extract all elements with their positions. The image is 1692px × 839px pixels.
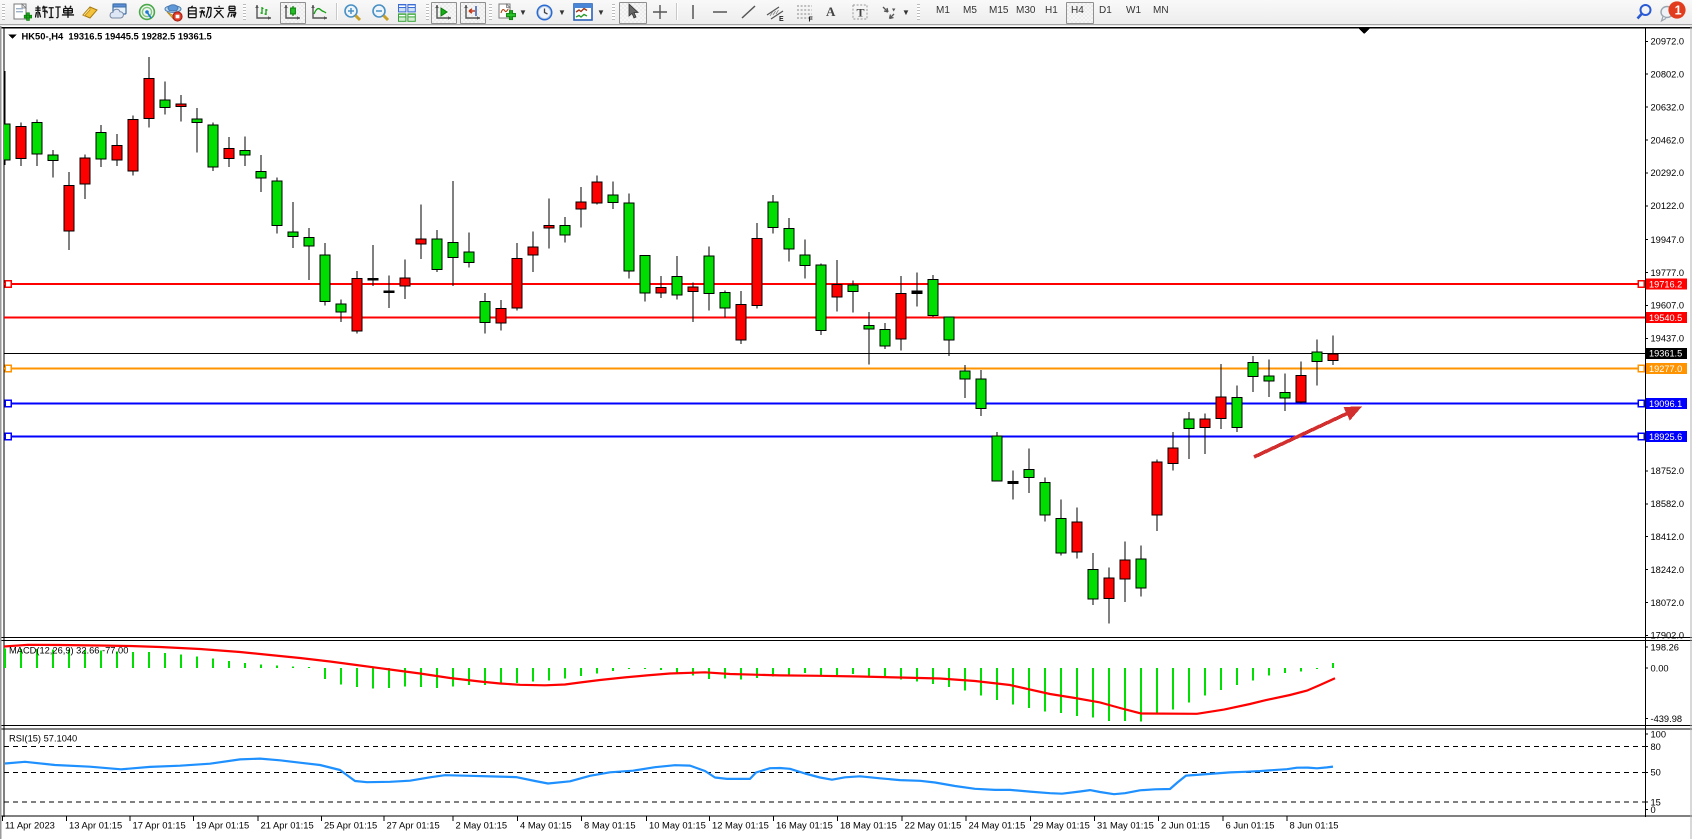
svg-text:18582.0: 18582.0 — [1651, 499, 1685, 509]
svg-text:E: E — [779, 16, 784, 22]
svg-text:1: 1 — [1675, 3, 1682, 17]
svg-text:0.00: 0.00 — [1651, 663, 1669, 673]
svg-text:10 May 01:15: 10 May 01:15 — [649, 820, 706, 831]
svg-text:0: 0 — [1651, 805, 1656, 815]
svg-text:21 Apr 01:15: 21 Apr 01:15 — [261, 820, 314, 831]
svg-text:17902.0: 17902.0 — [1651, 631, 1685, 641]
svg-text:24 May 01:15: 24 May 01:15 — [969, 820, 1026, 831]
svg-text:19716.2: 19716.2 — [1649, 279, 1682, 289]
svg-text:T: T — [857, 6, 865, 20]
svg-text:13 Apr 01:15: 13 Apr 01:15 — [69, 820, 122, 831]
svg-text:20462.0: 20462.0 — [1651, 135, 1685, 145]
svg-text:-439.98: -439.98 — [1651, 714, 1683, 724]
svg-text:22 May 01:15: 22 May 01:15 — [905, 820, 962, 831]
svg-text:HK50-,H4 19316.5 19445.5 1928: HK50-,H4 19316.5 19445.5 19282.5 19361.5 — [22, 31, 212, 42]
svg-text:19 Apr 01:15: 19 Apr 01:15 — [196, 820, 249, 831]
svg-text:19277.0: 19277.0 — [1649, 364, 1682, 374]
svg-text:19361.5: 19361.5 — [1649, 349, 1682, 359]
svg-text:16 May 01:15: 16 May 01:15 — [776, 820, 833, 831]
svg-text:11 Apr 2023: 11 Apr 2023 — [5, 820, 55, 831]
svg-text:27 Apr 01:15: 27 Apr 01:15 — [387, 820, 440, 831]
svg-text:19096.1: 19096.1 — [1649, 399, 1682, 409]
svg-text:20122.0: 20122.0 — [1651, 201, 1685, 211]
svg-text:15: 15 — [1651, 797, 1661, 807]
svg-text:20632.0: 20632.0 — [1651, 102, 1685, 112]
svg-text:6 Jun 01:15: 6 Jun 01:15 — [1226, 820, 1275, 831]
svg-text:8 Jun 01:15: 8 Jun 01:15 — [1290, 820, 1339, 831]
svg-text:19437.0: 19437.0 — [1651, 334, 1685, 344]
svg-text:19777.0: 19777.0 — [1651, 268, 1685, 278]
svg-text:18072.0: 18072.0 — [1651, 598, 1685, 608]
svg-text:18752.0: 18752.0 — [1651, 466, 1685, 476]
svg-text:50: 50 — [1651, 768, 1661, 778]
svg-text:RSI(15) 57.1040: RSI(15) 57.1040 — [9, 734, 77, 744]
svg-text:F: F — [809, 17, 814, 23]
svg-text:19947.0: 19947.0 — [1651, 235, 1685, 245]
svg-text:80: 80 — [1651, 742, 1661, 752]
svg-text:100: 100 — [1651, 729, 1667, 739]
svg-text:19540.5: 19540.5 — [1649, 313, 1682, 323]
svg-text:19607.0: 19607.0 — [1651, 301, 1685, 311]
svg-text:20802.0: 20802.0 — [1651, 70, 1685, 80]
svg-text:20292.0: 20292.0 — [1651, 168, 1685, 178]
svg-text:18925.6: 18925.6 — [1649, 432, 1682, 442]
svg-text:8 May 01:15: 8 May 01:15 — [584, 820, 636, 831]
svg-text:12 May 01:15: 12 May 01:15 — [712, 820, 769, 831]
svg-text:18242.0: 18242.0 — [1651, 565, 1685, 575]
svg-text:4 May 01:15: 4 May 01:15 — [520, 820, 572, 831]
svg-text:25 Apr 01:15: 25 Apr 01:15 — [324, 820, 377, 831]
svg-text:MACD(12,26,9) 32.66 -77.00: MACD(12,26,9) 32.66 -77.00 — [9, 646, 128, 656]
svg-text:29 May 01:15: 29 May 01:15 — [1033, 820, 1090, 831]
svg-text:2 Jun 01:15: 2 Jun 01:15 — [1161, 820, 1210, 831]
svg-text:31 May 01:15: 31 May 01:15 — [1097, 820, 1154, 831]
svg-text:17 Apr 01:15: 17 Apr 01:15 — [133, 820, 186, 831]
svg-text:198.26: 198.26 — [1651, 642, 1679, 652]
svg-text:2 May 01:15: 2 May 01:15 — [456, 820, 508, 831]
svg-text:18 May 01:15: 18 May 01:15 — [840, 820, 897, 831]
svg-text:18412.0: 18412.0 — [1651, 532, 1685, 542]
svg-text:20972.0: 20972.0 — [1651, 37, 1685, 47]
